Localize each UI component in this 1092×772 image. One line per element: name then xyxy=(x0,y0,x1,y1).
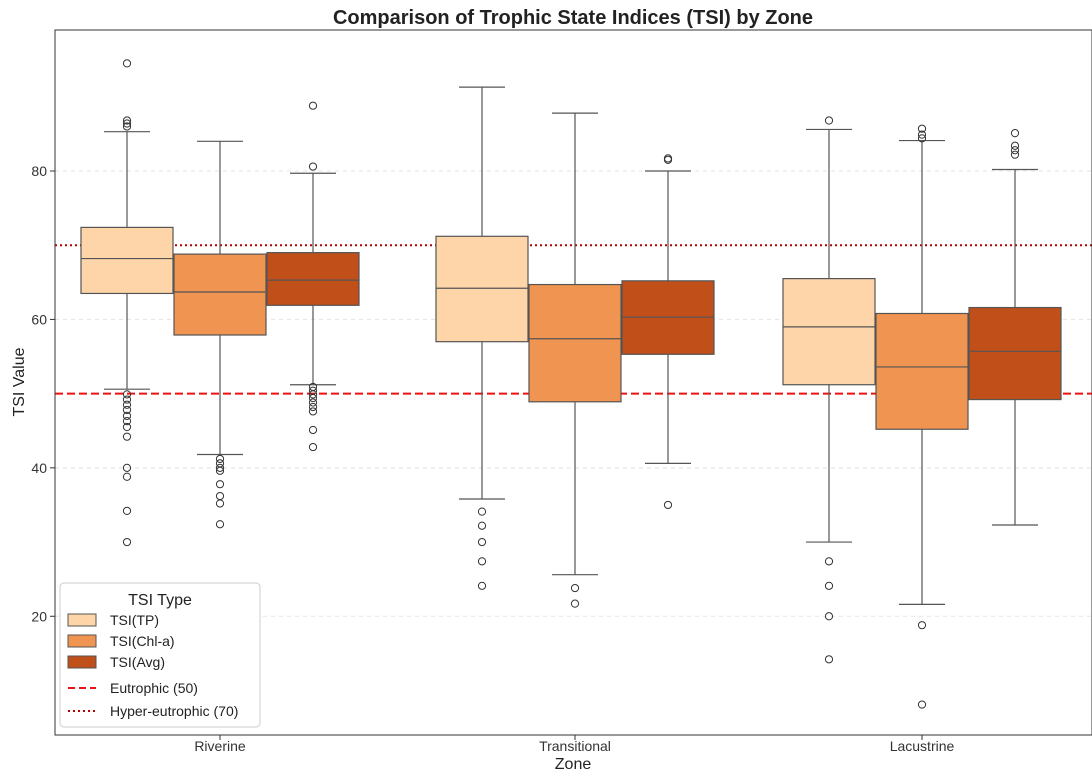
legend-swatch-tsi-avg xyxy=(67,655,97,669)
outlier-point xyxy=(570,583,580,593)
plot-frame xyxy=(54,29,1092,736)
box-TSI(Chl-a)-Lacustrine xyxy=(875,124,969,709)
outlier-point xyxy=(477,581,487,590)
box-TSI(TP)-Riverine xyxy=(80,59,174,547)
outlier-point xyxy=(122,537,132,547)
x-tick-label: Transitional xyxy=(539,738,611,754)
outlier-point xyxy=(917,134,927,143)
legend-label-tsi-tp: TSI(TP) xyxy=(110,612,159,628)
outlier-point xyxy=(122,411,132,420)
box-body xyxy=(266,252,360,306)
box-TSI(Avg)-Lacustrine xyxy=(968,129,1062,526)
outlier-point xyxy=(122,472,132,481)
outlier-point xyxy=(308,442,318,452)
outlier-point xyxy=(122,122,132,131)
legend-label-tsi-avg: TSI(Avg) xyxy=(110,654,165,670)
outlier-point xyxy=(122,59,132,68)
outlier-point xyxy=(122,395,132,404)
outlier-point xyxy=(122,119,132,128)
y-tick-label: 20 xyxy=(31,608,47,624)
outlier-point xyxy=(122,400,132,409)
outlier-point xyxy=(824,655,834,664)
outlier-point xyxy=(663,155,673,164)
outlier-point xyxy=(308,101,318,110)
box-body xyxy=(782,278,876,386)
y-tick-label: 40 xyxy=(31,460,47,476)
boxes-layer xyxy=(80,59,1062,709)
x-tick-label: Riverine xyxy=(194,738,246,754)
outlier-point xyxy=(824,581,834,590)
box-TSI(Chl-a)-Transitional xyxy=(528,112,622,608)
outlier-point xyxy=(122,390,132,399)
legend-label-eutrophic: Eutrophic (50) xyxy=(110,680,198,696)
box-TSI(Chl-a)-Riverine xyxy=(173,140,267,529)
outlier-point xyxy=(122,463,132,472)
outlier-point xyxy=(1010,129,1020,138)
outlier-point xyxy=(122,405,132,415)
x-axis-title: Zone xyxy=(555,756,592,772)
outlier-point xyxy=(1010,141,1020,150)
legend-label-hyper-eutrophic: Hyper-eutrophic (70) xyxy=(110,703,238,719)
box-body xyxy=(528,283,622,403)
outlier-point xyxy=(308,162,318,171)
box-TSI(Avg)-Transitional xyxy=(621,154,715,510)
outlier-point xyxy=(663,500,673,510)
outlier-point xyxy=(215,520,225,529)
outlier-point xyxy=(308,402,318,412)
outlier-point xyxy=(917,700,927,709)
outlier-point xyxy=(122,116,132,125)
outlier-point xyxy=(308,407,318,416)
box-TSI(Avg)-Riverine xyxy=(266,101,360,452)
outlier-point xyxy=(917,124,927,133)
box-body xyxy=(968,306,1062,401)
legend: TSI Type TSI(TP) TSI(Chl-a) TSI(Avg) Eut… xyxy=(59,582,261,728)
outlier-point xyxy=(122,432,132,441)
x-tick-label: Lacustrine xyxy=(890,738,955,754)
outlier-point xyxy=(570,599,580,608)
legend-swatch-tsi-tp xyxy=(67,613,97,627)
box-body xyxy=(173,253,267,336)
outlier-point xyxy=(215,499,225,508)
outlier-point xyxy=(122,422,132,432)
outlier-point xyxy=(215,480,225,489)
box-TSI(TP)-Transitional xyxy=(435,86,529,590)
outlier-point xyxy=(122,416,132,426)
legend-title: TSI Type xyxy=(128,592,192,609)
y-tick-label: 60 xyxy=(31,311,47,327)
legend-label-tsi-chla: TSI(Chl-a) xyxy=(110,633,175,649)
y-axis-title: TSI Value xyxy=(11,347,28,416)
outlier-point xyxy=(215,454,225,464)
axis-layer: 20 40 60 80 Riverine Transitional Lacustrine xyxy=(31,163,954,754)
outlier-point xyxy=(824,116,834,125)
outlier-point xyxy=(215,463,225,472)
chart-title: Comparison of Trophic State Indices (TSI… xyxy=(333,7,813,29)
box-body xyxy=(435,235,529,343)
outlier-point xyxy=(824,612,834,621)
outlier-point xyxy=(308,398,318,407)
legend-frame xyxy=(59,582,261,728)
outlier-point xyxy=(477,521,487,530)
outlier-point xyxy=(917,621,927,630)
outlier-point xyxy=(477,557,487,566)
outlier-point xyxy=(215,491,225,501)
outlier-point xyxy=(215,466,225,475)
box-body xyxy=(875,312,969,430)
outlier-point xyxy=(477,507,487,516)
y-tick-label: 80 xyxy=(31,163,47,179)
outlier-point xyxy=(308,425,318,435)
legend-swatch-tsi-chla xyxy=(67,634,97,648)
outlier-point xyxy=(824,557,834,566)
box-body xyxy=(80,226,174,295)
outlier-point xyxy=(917,130,927,139)
outlier-point xyxy=(1010,150,1020,159)
outlier-point xyxy=(1010,146,1020,155)
outlier-point xyxy=(308,393,318,403)
outlier-point xyxy=(308,390,318,399)
outlier-point xyxy=(477,537,487,547)
box-TSI(TP)-Lacustrine xyxy=(782,116,876,664)
outlier-point xyxy=(122,506,132,515)
